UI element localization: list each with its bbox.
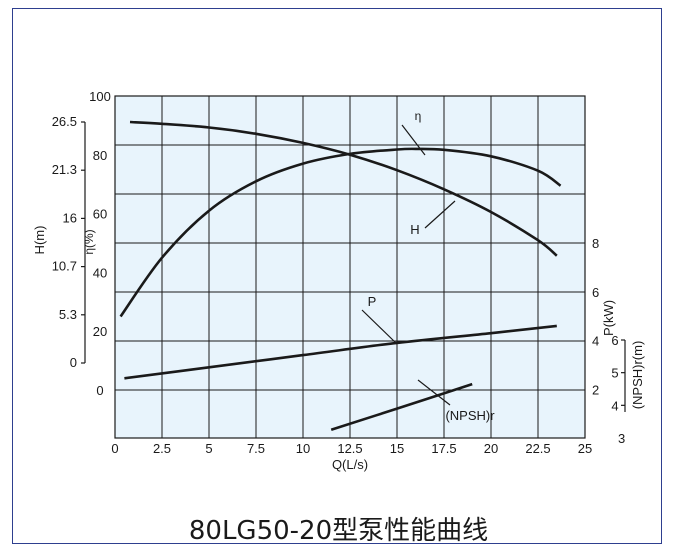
x-tick-label: 0: [111, 441, 118, 456]
eta-callout-line: [401, 124, 426, 156]
h-callout-line: [424, 200, 456, 229]
p-tick-label: 4: [592, 334, 599, 349]
eta-axis-label: η(%): [82, 229, 96, 254]
npsh-axis-label: (NPSH)r(m): [630, 341, 645, 410]
npsh-callout-line: [417, 379, 451, 406]
h-tick-label: 5.3: [59, 307, 77, 322]
eta-tick-label: 0: [96, 383, 103, 398]
npsh-curve: [330, 382, 473, 432]
x-tick-label: 12.5: [337, 441, 362, 456]
x-tick-label: 5: [205, 441, 212, 456]
h-tick-label: 26.5: [52, 114, 77, 129]
eta-tick-label: 80: [93, 148, 107, 163]
eta-series-label: η: [415, 109, 422, 123]
p-series-label: P: [368, 294, 377, 309]
x-tick-label: 10: [296, 441, 310, 456]
p-tick-label: 8: [592, 236, 599, 251]
h-series-label: H: [410, 222, 419, 237]
h-axis-label: H(m): [32, 226, 47, 255]
h-tick-label: 16: [63, 210, 77, 225]
x-tick-label: 17.5: [431, 441, 456, 456]
eta-curve: [119, 147, 562, 318]
npsh-tick-label: 5: [611, 366, 618, 381]
npsh-tick-label: 6: [611, 333, 618, 348]
p-tick-label: 2: [592, 382, 599, 397]
p-axis-label: P(kW): [601, 300, 616, 336]
npsh-series-label: (NPSH)r: [445, 408, 495, 423]
h-tick-label: 21.3: [52, 162, 77, 177]
chart-caption: 80LG50-20型泵性能曲线: [188, 516, 489, 546]
npsh-tick-label: 4: [611, 398, 618, 413]
h-tick-label: 0: [70, 355, 77, 370]
x-tick-label: 25: [578, 441, 592, 456]
p-curve: [124, 324, 557, 380]
eta-tick-label: 100: [89, 89, 111, 104]
h-tick-label: 10.7: [52, 259, 77, 274]
p-tick-label: 6: [592, 285, 599, 300]
x-tick-label: 2.5: [153, 441, 171, 456]
x-axis-label: Q(L/s): [332, 457, 368, 472]
npsh-tick-label: 3: [618, 431, 625, 446]
x-tick-label: 7.5: [247, 441, 265, 456]
x-tick-label: 22.5: [525, 441, 550, 456]
x-tick-label: 20: [484, 441, 498, 456]
eta-tick-label: 40: [93, 265, 107, 280]
p-callout-line: [361, 309, 398, 345]
x-tick-label: 15: [390, 441, 404, 456]
eta-tick-label: 60: [93, 207, 107, 222]
eta-tick-label: 20: [93, 324, 107, 339]
